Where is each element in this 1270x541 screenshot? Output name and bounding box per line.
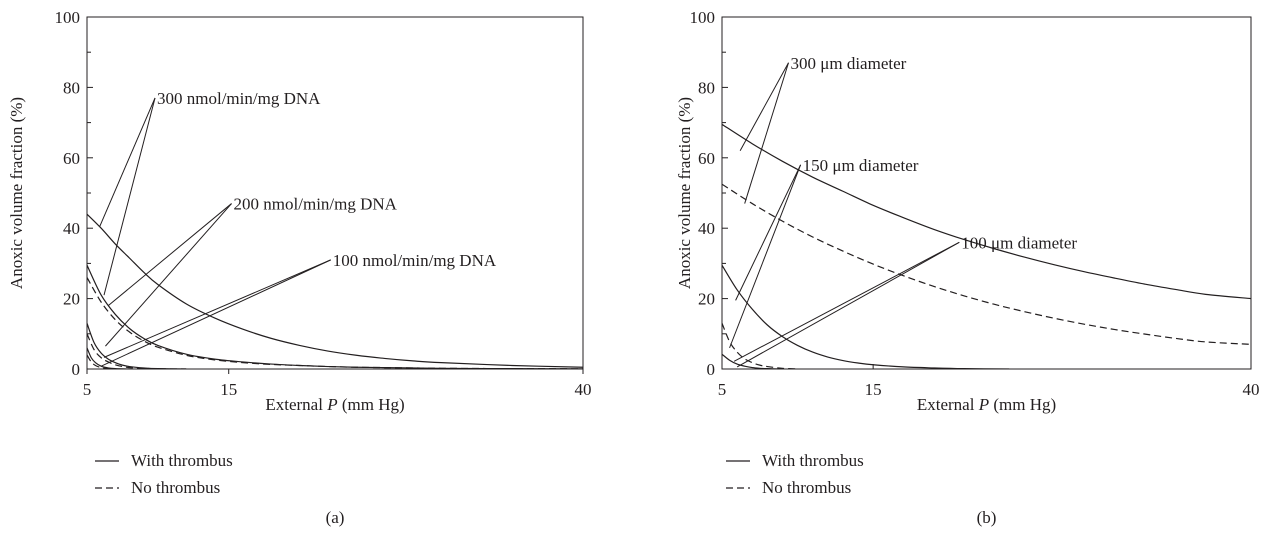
chart-b-annotation-leader-line <box>739 62 789 152</box>
chart-b-annotation-label: 300 μm diameter <box>791 54 907 73</box>
chart-b-series-line-5-solid <box>722 353 783 369</box>
chart-a-annotation-leader-line <box>105 203 232 347</box>
chart-b-x-tick-label: 40 <box>1243 380 1260 399</box>
chart-a-annotation-label: 100 nmol/min/mg DNA <box>333 251 497 270</box>
chart-a-plot-frame <box>86 16 584 370</box>
chart-a-y-tick-label: 60 <box>63 149 80 168</box>
chart-a-annotation-leader-line <box>103 97 156 296</box>
chart-a-annotation-leader-line <box>99 97 156 227</box>
chart-b-series-line-2-dashed <box>722 183 1251 345</box>
chart-b-y-axis-title: Anoxic volume fraction (%) <box>675 97 694 289</box>
chart-a-annotation-leader-line <box>107 203 232 307</box>
chart-b-annotation-leader-line <box>744 62 789 204</box>
chart-b-y-tick-label: 40 <box>698 219 715 238</box>
chart-a-x-tick-label: 5 <box>83 380 92 399</box>
chart-b-x-axis-title-var: P <box>978 395 989 414</box>
chart-b-x-tick-label: 15 <box>865 380 882 399</box>
chart-b-legend-label: No thrombus <box>762 478 851 497</box>
chart-a-x-tick-label: 40 <box>575 380 592 399</box>
chart-b-y-tick-label: 20 <box>698 290 715 309</box>
chart-a-x-axis-title-var: P <box>326 395 337 414</box>
chart-a-y-tick-label: 80 <box>63 78 80 97</box>
chart-a-legend-label: With thrombus <box>131 451 233 470</box>
chart-a-panel-label: (a) <box>326 508 345 527</box>
chart-a-y-tick-label: 100 <box>55 8 81 27</box>
chart-a-y-tick-label: 0 <box>72 360 81 379</box>
chart-b-x-axis-title: External P (mm Hg) <box>917 395 1056 414</box>
chart-a-series-line-7-dashed <box>87 354 116 369</box>
chart-b-annotation-leader-line <box>735 164 802 301</box>
chart-b-annotation-leader-line <box>733 241 960 362</box>
chart-b-annotation-leader-line <box>736 241 960 368</box>
chart-b-y-tick-label: 80 <box>698 78 715 97</box>
chart-b-series-line-1-solid <box>722 123 1251 300</box>
panel-a: 0 20 40 60 80 100 5 15 40 Anoxic volume fraction … <box>7 8 592 527</box>
chart-a-annotation-label: 300 nmol/min/mg DNA <box>157 89 321 108</box>
chart-a-series-line-3-solid <box>87 264 583 369</box>
chart-b-series-line-3-solid <box>722 264 1010 369</box>
chart-b-x-axis-title-suffix: (mm Hg) <box>989 395 1056 414</box>
chart-a-x-axis-title-suffix: (mm Hg) <box>338 395 405 414</box>
chart-b-series-line-4-dashed <box>722 323 798 369</box>
chart-b-panel-label: (b) <box>977 508 997 527</box>
chart-b-annotation-label: 100 μm diameter <box>961 233 1077 252</box>
chart-a-series-line-4-solid <box>87 323 187 369</box>
chart-b-y-tick-label: 0 <box>707 360 716 379</box>
chart-a-annotation-leader-line <box>100 259 331 367</box>
chart-b-legend-label: With thrombus <box>762 451 864 470</box>
chart-a-x-axis-title: External P (mm Hg) <box>265 395 404 414</box>
chart-a-x-axis-title-prefix: External <box>265 395 327 414</box>
chart-a-series-line-5-dashed <box>87 333 187 369</box>
chart-a-legend-label: No thrombus <box>131 478 220 497</box>
chart-b-x-tick-label: 5 <box>718 380 727 399</box>
chart-b-y-tick-label: 60 <box>698 149 715 168</box>
chart-a-y-axis-title: Anoxic volume fraction (%) <box>7 97 26 289</box>
chart-a-y-tick-label: 20 <box>63 290 80 309</box>
chart-b-annotation-leader-line <box>729 164 802 349</box>
chart-a-x-tick-label: 15 <box>220 380 237 399</box>
chart-b-x-axis-title-prefix: External <box>917 395 979 414</box>
chart-b-annotation-label: 150 μm diameter <box>803 156 919 175</box>
chart-a-series-line-1-solid <box>87 213 583 368</box>
chart-a-y-tick-label: 40 <box>63 219 80 238</box>
chart-a-series-line-2-dashed <box>87 277 583 369</box>
chart-b-y-tick-label: 100 <box>690 8 716 27</box>
chart-a-annotation-label: 200 nmol/min/mg DNA <box>234 195 398 214</box>
chart-a-annotation-leader-line <box>103 259 331 358</box>
